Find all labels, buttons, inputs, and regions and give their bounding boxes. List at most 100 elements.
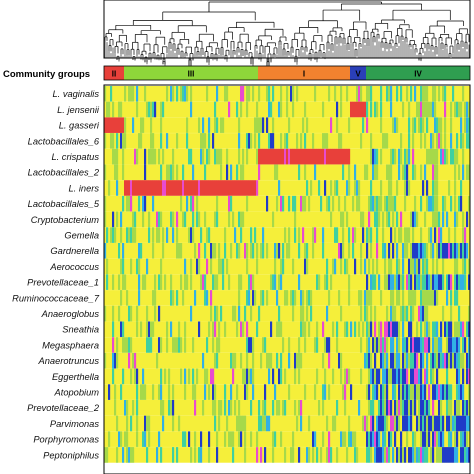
heatmap-cell [408, 447, 411, 463]
heatmap-cell [292, 86, 295, 102]
heatmap-cell [418, 274, 421, 291]
heatmap-cell [408, 321, 411, 338]
heatmap-cell [152, 384, 155, 400]
heatmap-cell [278, 305, 281, 322]
heatmap-cell [398, 164, 401, 181]
heatmap-cell [382, 211, 385, 228]
heatmap-cell [308, 447, 311, 463]
heatmap-cell [134, 368, 137, 385]
heatmap-cell [126, 180, 129, 196]
heatmap-cell [358, 400, 361, 416]
heatmap-cell [124, 117, 127, 134]
heatmap-cell [246, 133, 249, 149]
heatmap-cell [372, 195, 375, 212]
heatmap-cell [448, 274, 451, 291]
heatmap-cell [148, 337, 151, 353]
row-label: Porphyromonas [33, 435, 99, 445]
heatmap-cell [308, 290, 311, 306]
heatmap-cell [436, 368, 439, 385]
heatmap-cell [128, 195, 131, 212]
heatmap-cell [180, 195, 183, 212]
heatmap-cell [224, 86, 227, 102]
heatmap-cell [442, 211, 445, 228]
heatmap-cell [202, 274, 205, 291]
heatmap-cell [132, 117, 135, 134]
heatmap-cell [244, 384, 247, 400]
heatmap-cell [370, 148, 373, 165]
heatmap-cell [216, 211, 219, 228]
heatmap-cell [280, 101, 283, 118]
heatmap-cell [238, 243, 241, 259]
heatmap-cell [326, 305, 329, 322]
heatmap-cell [236, 101, 239, 118]
heatmap-cell [438, 431, 441, 448]
heatmap-cell [184, 368, 187, 385]
heatmap-cell [370, 290, 373, 306]
heatmap-cell [400, 447, 403, 463]
heatmap-cell [146, 321, 149, 338]
heatmap-cell [200, 447, 203, 463]
heatmap-cell [446, 274, 449, 291]
heatmap-cell [160, 384, 163, 400]
heatmap-cell [246, 258, 249, 275]
heatmap-cell [374, 321, 377, 338]
heatmap-cell [444, 195, 447, 212]
heatmap-cell [174, 180, 177, 196]
heatmap-cell [438, 384, 441, 400]
heatmap-cell [250, 243, 253, 259]
heatmap-cell [380, 337, 383, 353]
heatmap-cell [390, 431, 393, 448]
heatmap-cell [420, 274, 423, 291]
heatmap-cell [216, 148, 219, 165]
heatmap-cell [336, 101, 339, 118]
heatmap-cell [118, 431, 121, 448]
heatmap-cell [238, 400, 241, 416]
heatmap-cell [234, 180, 237, 196]
heatmap-cell [388, 431, 391, 448]
heatmap-cell [230, 400, 233, 416]
heatmap-cell [376, 258, 379, 275]
heatmap-cell [112, 101, 115, 118]
heatmap-cell [158, 211, 161, 228]
heatmap-cell [322, 352, 325, 369]
heatmap-cell [354, 321, 357, 338]
heatmap-cell [374, 352, 377, 369]
heatmap-cell [452, 447, 455, 463]
heatmap-cell [398, 321, 401, 338]
heatmap-cell [390, 101, 393, 118]
heatmap-cell [340, 243, 343, 259]
heatmap-cell [202, 117, 205, 134]
heatmap-cell [404, 305, 407, 322]
heatmap-cell [420, 305, 423, 322]
heatmap-cell [384, 447, 387, 463]
heatmap-cell [382, 368, 385, 385]
heatmap-cell [398, 400, 401, 416]
heatmap-cell [432, 243, 435, 259]
heatmap-cell [140, 180, 143, 196]
heatmap-cell [148, 180, 151, 196]
heatmap-cell [238, 180, 241, 196]
heatmap-cell [426, 274, 429, 291]
heatmap-cell [172, 211, 175, 228]
heatmap-cell [348, 290, 351, 306]
heatmap-cell [204, 274, 207, 291]
heatmap-cell [256, 258, 259, 275]
heatmap-cell [452, 86, 455, 102]
heatmap-cell [420, 337, 423, 353]
heatmap-cell [366, 117, 369, 134]
heatmap-cell [210, 305, 213, 322]
heatmap-cell [328, 290, 331, 306]
heatmap-cell [422, 305, 425, 322]
heatmap-cell [468, 337, 471, 353]
heatmap-cell [152, 180, 155, 196]
heatmap-cell [458, 321, 461, 338]
heatmap-cell [434, 274, 437, 291]
heatmap-cell [460, 447, 463, 463]
heatmap-cell [378, 211, 381, 228]
heatmap-cell [440, 243, 443, 259]
heatmap-cell [190, 86, 193, 102]
heatmap-cell [302, 305, 305, 322]
heatmap-cell [400, 86, 403, 102]
heatmap-cell [216, 117, 219, 134]
heatmap-cell [234, 352, 237, 369]
